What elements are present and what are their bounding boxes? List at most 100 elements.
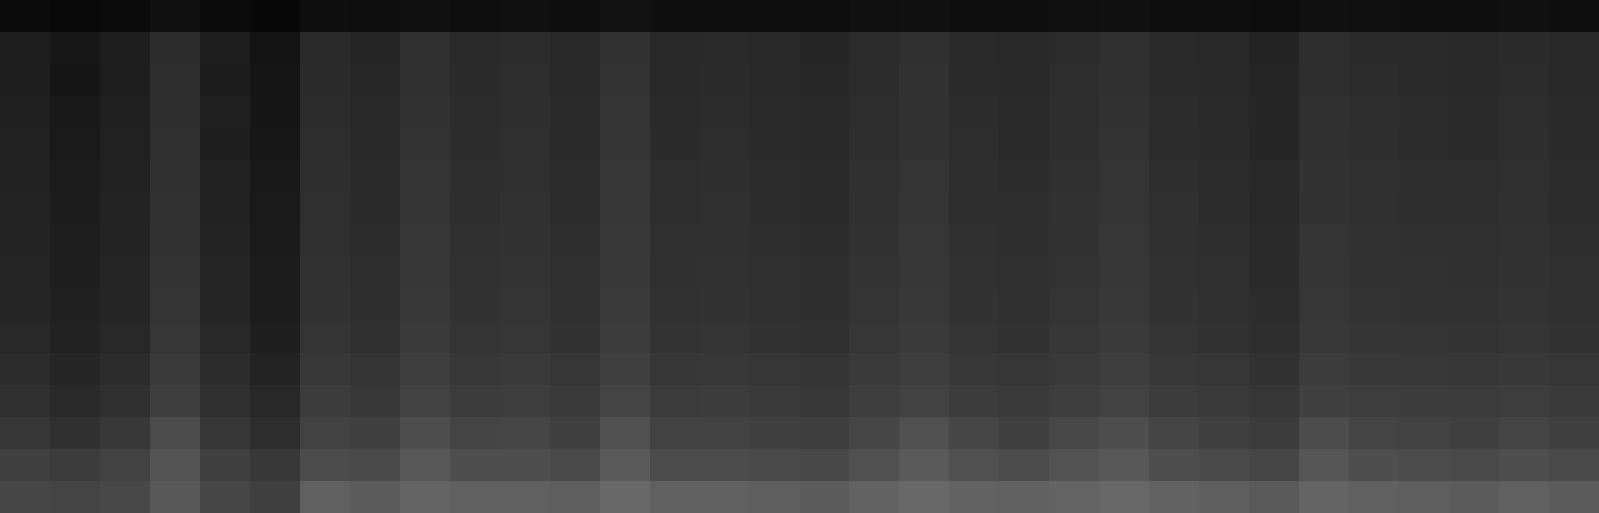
cell — [400, 481, 450, 513]
cell — [1299, 257, 1349, 289]
cell — [999, 449, 1049, 481]
cell — [500, 353, 550, 385]
cell — [650, 449, 700, 481]
cell — [1499, 353, 1549, 385]
cell — [899, 449, 949, 481]
cell — [1299, 481, 1349, 513]
cell — [1549, 32, 1599, 64]
cell — [50, 417, 100, 449]
cell — [150, 449, 200, 481]
cell — [1199, 353, 1249, 385]
cell — [700, 289, 750, 321]
cell — [500, 192, 550, 224]
cell — [849, 224, 899, 257]
cell — [899, 289, 949, 321]
cell — [150, 321, 200, 353]
cell — [1349, 160, 1399, 192]
cell — [1349, 321, 1399, 353]
cell — [650, 257, 700, 289]
cell — [50, 449, 100, 481]
cell — [150, 96, 200, 128]
cell — [1149, 385, 1199, 417]
cell — [849, 321, 899, 353]
cell — [1399, 192, 1449, 224]
cell — [1149, 449, 1199, 481]
cell — [550, 192, 600, 224]
cell — [450, 257, 500, 289]
cell — [700, 449, 750, 481]
cell — [949, 160, 999, 192]
cell — [949, 224, 999, 257]
cell — [1099, 192, 1149, 224]
cell — [1249, 449, 1299, 481]
cell — [550, 321, 600, 353]
cell — [999, 417, 1049, 449]
cell — [849, 385, 899, 417]
cell — [100, 192, 150, 224]
cell — [50, 192, 100, 224]
cell — [450, 64, 500, 96]
cell — [949, 32, 999, 64]
cell — [1299, 128, 1349, 160]
cell — [1399, 321, 1449, 353]
cell — [700, 96, 750, 128]
cell — [1149, 321, 1199, 353]
cell — [600, 128, 650, 160]
cell — [50, 385, 100, 417]
cell — [750, 160, 800, 192]
cell — [400, 449, 450, 481]
cell — [1449, 128, 1499, 160]
cell — [750, 257, 800, 289]
cell — [500, 0, 550, 32]
cell — [50, 481, 100, 513]
cell — [1399, 417, 1449, 449]
cell — [1049, 32, 1099, 64]
cell — [750, 128, 800, 160]
cell — [1549, 321, 1599, 353]
cell — [450, 32, 500, 64]
cell — [1299, 96, 1349, 128]
cell — [750, 289, 800, 321]
cell — [849, 96, 899, 128]
cell — [1399, 353, 1449, 385]
cell — [100, 257, 150, 289]
cell — [1299, 64, 1349, 96]
cell — [1449, 353, 1499, 385]
cell — [949, 321, 999, 353]
cell — [800, 481, 849, 513]
cell — [1249, 353, 1299, 385]
cell — [1099, 385, 1149, 417]
cell — [700, 32, 750, 64]
cell — [550, 64, 600, 96]
cell — [1199, 192, 1249, 224]
cell — [250, 481, 300, 513]
cell — [550, 128, 600, 160]
cell — [1249, 481, 1299, 513]
cell — [650, 96, 700, 128]
cell — [400, 0, 450, 32]
cell — [100, 128, 150, 160]
cell — [1149, 192, 1199, 224]
cell — [450, 289, 500, 321]
cell — [1449, 417, 1499, 449]
cell — [1299, 160, 1349, 192]
cells — [0, 0, 1599, 513]
cell — [350, 96, 400, 128]
cell — [1349, 385, 1399, 417]
cell — [1449, 160, 1499, 192]
cell — [1199, 417, 1249, 449]
cell — [150, 64, 200, 96]
cell — [300, 64, 350, 96]
cell — [750, 481, 800, 513]
cell — [700, 0, 750, 32]
cell — [650, 64, 700, 96]
cell — [1499, 321, 1549, 353]
cell — [350, 353, 400, 385]
cell — [1399, 0, 1449, 32]
background — [0, 0, 1599, 513]
cell — [200, 64, 250, 96]
cell — [100, 321, 150, 353]
cell — [200, 224, 250, 257]
cell — [350, 481, 400, 513]
cell — [550, 224, 600, 257]
